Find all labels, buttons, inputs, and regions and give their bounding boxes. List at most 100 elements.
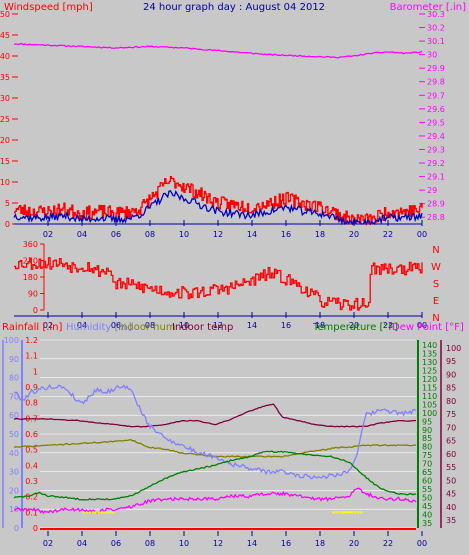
legend-temperature: Temperature [°F] bbox=[312, 322, 398, 333]
dewpoint-tick-label: 45 bbox=[446, 490, 456, 499]
temperature-tick-label: 110 bbox=[422, 392, 437, 401]
baro-tick-label: 28.9 bbox=[427, 200, 445, 209]
humidity-tick-label: 0 bbox=[14, 524, 19, 533]
temperature-tick-label: 35 bbox=[422, 519, 432, 528]
rain-tick-label: 0 bbox=[33, 524, 38, 533]
graph-title: 24 hour graph day : August 04 2012 bbox=[143, 2, 325, 13]
wind-tick-label: 15 bbox=[0, 157, 10, 166]
hour-tick-label: 06 bbox=[111, 230, 121, 239]
temperature-tick-label: 100 bbox=[422, 409, 437, 418]
hour-tick-label: 00 bbox=[417, 321, 427, 330]
hour-tick-label: 08 bbox=[145, 321, 155, 330]
dewpoint-tick-label: 95 bbox=[446, 357, 456, 366]
hour-tick-label: 14 bbox=[247, 230, 257, 239]
humidity-tick-label: 30 bbox=[9, 468, 19, 477]
direction-tick-label: 270 bbox=[23, 257, 38, 266]
hour-tick-label: 02 bbox=[43, 321, 53, 330]
hour-tick-label: 08 bbox=[145, 539, 155, 548]
rain-tick-label: 0.8 bbox=[25, 399, 38, 408]
hour-tick-label: 18 bbox=[315, 230, 325, 239]
baro-tick-label: 29.8 bbox=[427, 78, 445, 87]
hour-tick-label: 06 bbox=[111, 321, 121, 330]
hour-tick-label: 04 bbox=[77, 321, 87, 330]
wind-tick-label: 25 bbox=[0, 115, 10, 124]
baro-tick-label: 29.9 bbox=[427, 64, 445, 73]
hour-tick-label: 02 bbox=[43, 539, 53, 548]
hour-tick-label: 22 bbox=[383, 230, 393, 239]
dewpoint-tick-label: 75 bbox=[446, 410, 456, 419]
hour-tick-label: 12 bbox=[213, 321, 223, 330]
temperature-tick-label: 40 bbox=[422, 510, 432, 519]
temperature-humidity-plot: 00.10.20.30.40.50.60.70.80.911.11.201020… bbox=[2, 336, 461, 548]
dewpoint-tick-label: 65 bbox=[446, 437, 456, 446]
wind-tick-label: 5 bbox=[5, 199, 10, 208]
dewpoint-tick-label: 55 bbox=[446, 463, 456, 472]
legend-dew-point: Dew Point [°F] bbox=[392, 322, 464, 333]
windspeed-axis-label: Windspeed [mph] bbox=[4, 2, 93, 13]
hour-tick-label: 10 bbox=[179, 321, 189, 330]
hour-tick-label: 06 bbox=[111, 539, 121, 548]
hour-tick-label: 20 bbox=[349, 321, 359, 330]
gust-line bbox=[13, 189, 423, 226]
wind-tick-label: 10 bbox=[0, 178, 10, 187]
hour-tick-label: 20 bbox=[349, 539, 359, 548]
temperature-tick-label: 135 bbox=[422, 350, 437, 359]
hour-tick-label: 14 bbox=[247, 321, 257, 330]
humidity-line bbox=[13, 383, 417, 480]
dewpoint-tick-label: 35 bbox=[446, 516, 456, 525]
hour-tick-label: 02 bbox=[43, 230, 53, 239]
dewpoint-tick-label: 50 bbox=[446, 476, 456, 485]
legend-indoor-hum: Indoor hum bbox=[118, 322, 176, 333]
indoor-temp-line bbox=[13, 403, 417, 428]
compass-label: N bbox=[432, 313, 439, 324]
hour-tick-label: 14 bbox=[247, 539, 257, 548]
rain-tick-label: 1 bbox=[33, 367, 38, 376]
hour-tick-label: 12 bbox=[213, 539, 223, 548]
wind-tick-label: 0 bbox=[5, 220, 10, 229]
temperature-line bbox=[13, 450, 417, 501]
direction-tick-label: 90 bbox=[28, 290, 38, 299]
direction-tick-label: 360 bbox=[23, 240, 38, 249]
rain-tick-label: 1.2 bbox=[25, 336, 38, 345]
legend-indoor-temp: Indoor temp bbox=[172, 322, 233, 333]
baro-tick-label: 29.5 bbox=[427, 118, 445, 127]
compass-label: N bbox=[432, 245, 439, 256]
hour-tick-label: 16 bbox=[281, 230, 291, 239]
direction-tick-label: 180 bbox=[23, 273, 38, 282]
temperature-tick-label: 140 bbox=[422, 341, 437, 350]
hour-tick-label: 10 bbox=[179, 230, 189, 239]
compass-label: W bbox=[431, 262, 441, 273]
dewpoint-tick-label: 80 bbox=[446, 397, 456, 406]
barometer-axis-label: Barometer [.in] bbox=[390, 2, 466, 13]
temperature-tick-label: 60 bbox=[422, 477, 432, 486]
hour-tick-label: 20 bbox=[349, 230, 359, 239]
baro-tick-label: 29.6 bbox=[427, 105, 445, 114]
wind-tick-label: 20 bbox=[0, 136, 10, 145]
hour-tick-label: 00 bbox=[417, 230, 427, 239]
wind-direction-line bbox=[14, 257, 423, 311]
baro-tick-label: 30.3 bbox=[427, 10, 445, 19]
humidity-tick-label: 70 bbox=[9, 392, 19, 401]
rain-tick-label: 0.6 bbox=[25, 430, 38, 439]
temperature-tick-label: 80 bbox=[422, 443, 432, 452]
wind-tick-label: 50 bbox=[0, 10, 10, 19]
direction-tick-label: 0 bbox=[33, 306, 38, 315]
temperature-tick-label: 65 bbox=[422, 468, 432, 477]
baro-tick-label: 28.8 bbox=[427, 213, 445, 222]
temperature-tick-label: 45 bbox=[422, 502, 432, 511]
humidity-tick-label: 100 bbox=[4, 336, 19, 345]
baro-tick-label: 29.2 bbox=[427, 159, 445, 168]
humidity-tick-label: 20 bbox=[9, 486, 19, 495]
hour-tick-label: 12 bbox=[213, 230, 223, 239]
baro-tick-label: 30.1 bbox=[427, 37, 445, 46]
compass-label: E bbox=[433, 296, 439, 307]
rain-tick-label: 0.3 bbox=[25, 477, 38, 486]
temperature-tick-label: 105 bbox=[422, 400, 437, 409]
humidity-tick-label: 80 bbox=[9, 374, 19, 383]
temperature-tick-label: 75 bbox=[422, 451, 432, 460]
baro-tick-label: 29.1 bbox=[427, 173, 445, 182]
baro-tick-label: 30 bbox=[427, 51, 437, 60]
